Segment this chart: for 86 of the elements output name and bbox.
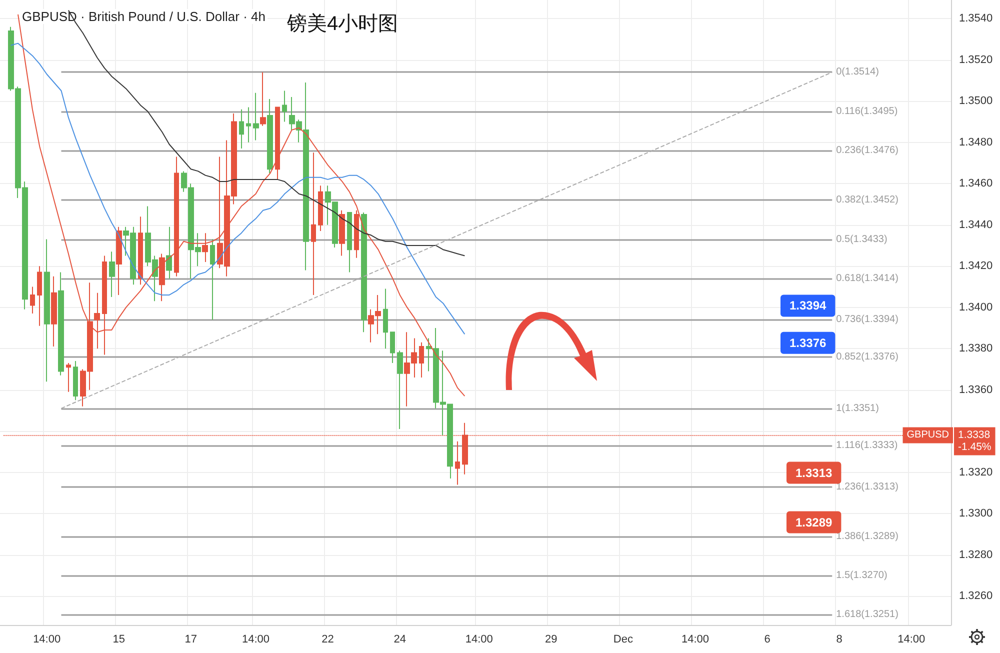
candlestick <box>397 350 403 430</box>
y-tick-label: 1.3460 <box>959 178 993 190</box>
y-tick-label: 1.3400 <box>959 301 993 314</box>
x-tick-label: 8 <box>836 634 842 646</box>
ref-line-label: 0(1.3514) <box>836 66 879 78</box>
candlestick <box>246 106 251 143</box>
candlestick <box>66 362 71 392</box>
y-tick-label: 1.3480 <box>959 136 993 148</box>
candlestick <box>339 210 345 256</box>
annotation: 1.3313 <box>795 466 833 480</box>
candlestick <box>58 272 64 376</box>
y-tick-label: 1.3320 <box>959 466 993 478</box>
x-tick-label: 22 <box>322 634 334 646</box>
ref-line-label: 0.736(1.3394) <box>836 314 898 326</box>
y-tick-label: 1.3280 <box>959 548 993 561</box>
candlestick <box>102 255 107 356</box>
x-tick-label: 14:00 <box>898 634 926 646</box>
candlestick <box>73 360 78 401</box>
ref-line-label: 1.618(1.3251) <box>836 609 898 620</box>
x-tick-label: 15 <box>112 634 125 646</box>
y-tick-label: 1.3500 <box>959 95 993 108</box>
candlestick <box>275 106 280 180</box>
candlestick <box>94 292 100 350</box>
ref-line-label: 0.618(1.3414) <box>836 272 898 284</box>
candlestick <box>318 185 323 232</box>
x-tick-label: 6 <box>764 634 770 646</box>
candlestick <box>361 212 367 333</box>
candlestick <box>239 108 244 150</box>
y-tick-label: 1.3440 <box>959 218 993 231</box>
text: 镑美4小时图 <box>286 12 398 35</box>
annotation: 1.3394 <box>789 298 827 313</box>
candlestick <box>383 288 388 350</box>
candlestick <box>109 251 115 298</box>
candlestick <box>311 152 316 296</box>
ref-line-label: 1.386(1.3289) <box>836 530 898 542</box>
ref-line-label: 0.852(1.3376) <box>836 351 898 362</box>
ref-line-label: 1.236(1.3313) <box>836 481 898 492</box>
candlestick <box>174 156 179 277</box>
candlestick <box>455 440 460 486</box>
ref-line-label: 1.116(1.3333) <box>836 440 898 452</box>
candlestick <box>260 72 266 126</box>
candlestick <box>202 232 208 262</box>
annotation: 1.3289 <box>795 515 833 530</box>
ref-line-label: 1.5(1.3270) <box>836 570 888 581</box>
y-tick-label: 1.3360 <box>959 384 993 396</box>
x-tick-label: Dec <box>613 634 634 646</box>
annotation: 1.3376 <box>789 336 827 350</box>
ref-line-label: 1(1.3351) <box>836 402 879 414</box>
candlestick <box>390 332 395 364</box>
candlestick <box>419 342 424 378</box>
candlestick <box>37 266 42 326</box>
y-tick-label: 1.3380 <box>959 342 993 355</box>
candlestick <box>51 276 57 348</box>
candlestick <box>267 98 273 174</box>
candlestick <box>159 253 165 302</box>
x-tick-label: 14:00 <box>242 634 270 646</box>
candlestick <box>282 90 287 122</box>
ref-line-label: 0.116(1.3495) <box>836 106 898 117</box>
text: 1.3338 -1.45% <box>958 429 992 454</box>
y-tick-label: 1.3260 <box>959 590 993 602</box>
candlestick <box>347 212 352 273</box>
candlestick <box>166 226 172 279</box>
x-tick-label: 29 <box>545 634 558 646</box>
candlestick <box>253 92 259 141</box>
x-tick-label: 24 <box>394 634 406 646</box>
x-tick-label: 17 <box>184 634 198 646</box>
y-tick-label: 1.3420 <box>959 260 993 272</box>
ref-line-label: 0.236(1.3476) <box>836 145 898 156</box>
y-tick-label: 1.3300 <box>959 508 993 520</box>
ref-line-label: 0.382(1.3452) <box>836 194 898 206</box>
candlestick <box>44 238 50 382</box>
candlestick <box>116 226 122 296</box>
y-tick-label: 1.3520 <box>959 54 993 66</box>
ref-line-label: 0.5(1.3433) <box>836 234 888 245</box>
x-tick-label: 14:00 <box>465 634 493 646</box>
candlestick <box>354 210 359 258</box>
candlestick <box>303 82 309 271</box>
y-tick-label: 1.3540 <box>959 12 993 25</box>
x-tick-label: 14:00 <box>681 634 710 646</box>
line-series <box>10 42 466 335</box>
line-series <box>18 14 466 397</box>
ref-line-label: GBPUSD <box>906 430 949 441</box>
candlestick <box>210 238 215 320</box>
candlestick <box>138 216 143 286</box>
x-tick-label: 14:00 <box>33 634 61 646</box>
candlestick <box>30 286 35 314</box>
